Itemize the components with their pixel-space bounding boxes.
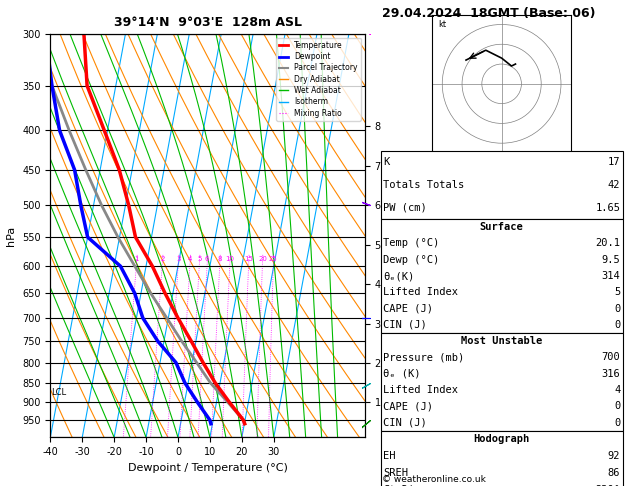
Text: Temp (°C): Temp (°C) xyxy=(383,239,439,248)
FancyBboxPatch shape xyxy=(381,333,623,431)
Text: kt: kt xyxy=(438,20,446,29)
Text: SREH: SREH xyxy=(383,468,408,478)
Text: CAPE (J): CAPE (J) xyxy=(383,401,433,411)
Text: PW (cm): PW (cm) xyxy=(383,203,426,213)
Text: 20: 20 xyxy=(258,256,267,262)
Text: Dewp (°C): Dewp (°C) xyxy=(383,255,439,265)
Text: LCL: LCL xyxy=(51,388,66,397)
Title: 39°14'N  9°03'E  128m ASL: 39°14'N 9°03'E 128m ASL xyxy=(114,16,301,29)
Text: 230°: 230° xyxy=(595,485,620,486)
Text: Pressure (mb): Pressure (mb) xyxy=(383,352,464,363)
Text: 9.5: 9.5 xyxy=(601,255,620,265)
Text: 316: 316 xyxy=(601,369,620,379)
Text: 3: 3 xyxy=(176,256,181,262)
Y-axis label: km
ASL: km ASL xyxy=(397,236,415,257)
Text: 2: 2 xyxy=(160,256,165,262)
Text: K: K xyxy=(383,157,389,167)
Text: 42: 42 xyxy=(608,180,620,190)
Text: 10: 10 xyxy=(225,256,235,262)
Text: θₑ (K): θₑ (K) xyxy=(383,369,420,379)
Text: Most Unstable: Most Unstable xyxy=(461,336,542,346)
Text: 4: 4 xyxy=(614,385,620,395)
Text: 86: 86 xyxy=(608,468,620,478)
Text: 5: 5 xyxy=(614,287,620,297)
Text: 29.04.2024  18GMT (Base: 06): 29.04.2024 18GMT (Base: 06) xyxy=(382,7,596,20)
Text: 20.1: 20.1 xyxy=(595,239,620,248)
Text: 0: 0 xyxy=(614,401,620,411)
Text: CIN (J): CIN (J) xyxy=(383,320,426,330)
Text: 4: 4 xyxy=(188,256,192,262)
Text: Lifted Index: Lifted Index xyxy=(383,385,458,395)
Text: θₑ(K): θₑ(K) xyxy=(383,271,415,281)
Text: 0: 0 xyxy=(614,417,620,428)
Text: Lifted Index: Lifted Index xyxy=(383,287,458,297)
Text: 1.65: 1.65 xyxy=(595,203,620,213)
FancyBboxPatch shape xyxy=(381,431,623,486)
Text: 8: 8 xyxy=(218,256,222,262)
Text: 15: 15 xyxy=(244,256,253,262)
Text: 25: 25 xyxy=(269,256,278,262)
Text: Totals Totals: Totals Totals xyxy=(383,180,464,190)
Text: 314: 314 xyxy=(601,271,620,281)
X-axis label: Dewpoint / Temperature (°C): Dewpoint / Temperature (°C) xyxy=(128,463,287,473)
Text: 1: 1 xyxy=(134,256,139,262)
Text: StmDir: StmDir xyxy=(383,485,420,486)
FancyBboxPatch shape xyxy=(381,219,623,333)
Text: 0: 0 xyxy=(614,304,620,313)
Text: 5: 5 xyxy=(198,256,201,262)
Legend: Temperature, Dewpoint, Parcel Trajectory, Dry Adiabat, Wet Adiabat, Isotherm, Mi: Temperature, Dewpoint, Parcel Trajectory… xyxy=(276,38,361,121)
Text: Surface: Surface xyxy=(480,222,523,232)
Text: 6: 6 xyxy=(205,256,209,262)
Text: 17: 17 xyxy=(608,157,620,167)
Text: 700: 700 xyxy=(601,352,620,363)
Text: CAPE (J): CAPE (J) xyxy=(383,304,433,313)
Text: 0: 0 xyxy=(614,320,620,330)
FancyBboxPatch shape xyxy=(381,151,623,219)
Text: Hodograph: Hodograph xyxy=(474,434,530,444)
Text: 92: 92 xyxy=(608,451,620,461)
Text: EH: EH xyxy=(383,451,396,461)
Text: CIN (J): CIN (J) xyxy=(383,417,426,428)
Y-axis label: hPa: hPa xyxy=(6,226,16,246)
Text: © weatheronline.co.uk: © weatheronline.co.uk xyxy=(382,474,486,484)
